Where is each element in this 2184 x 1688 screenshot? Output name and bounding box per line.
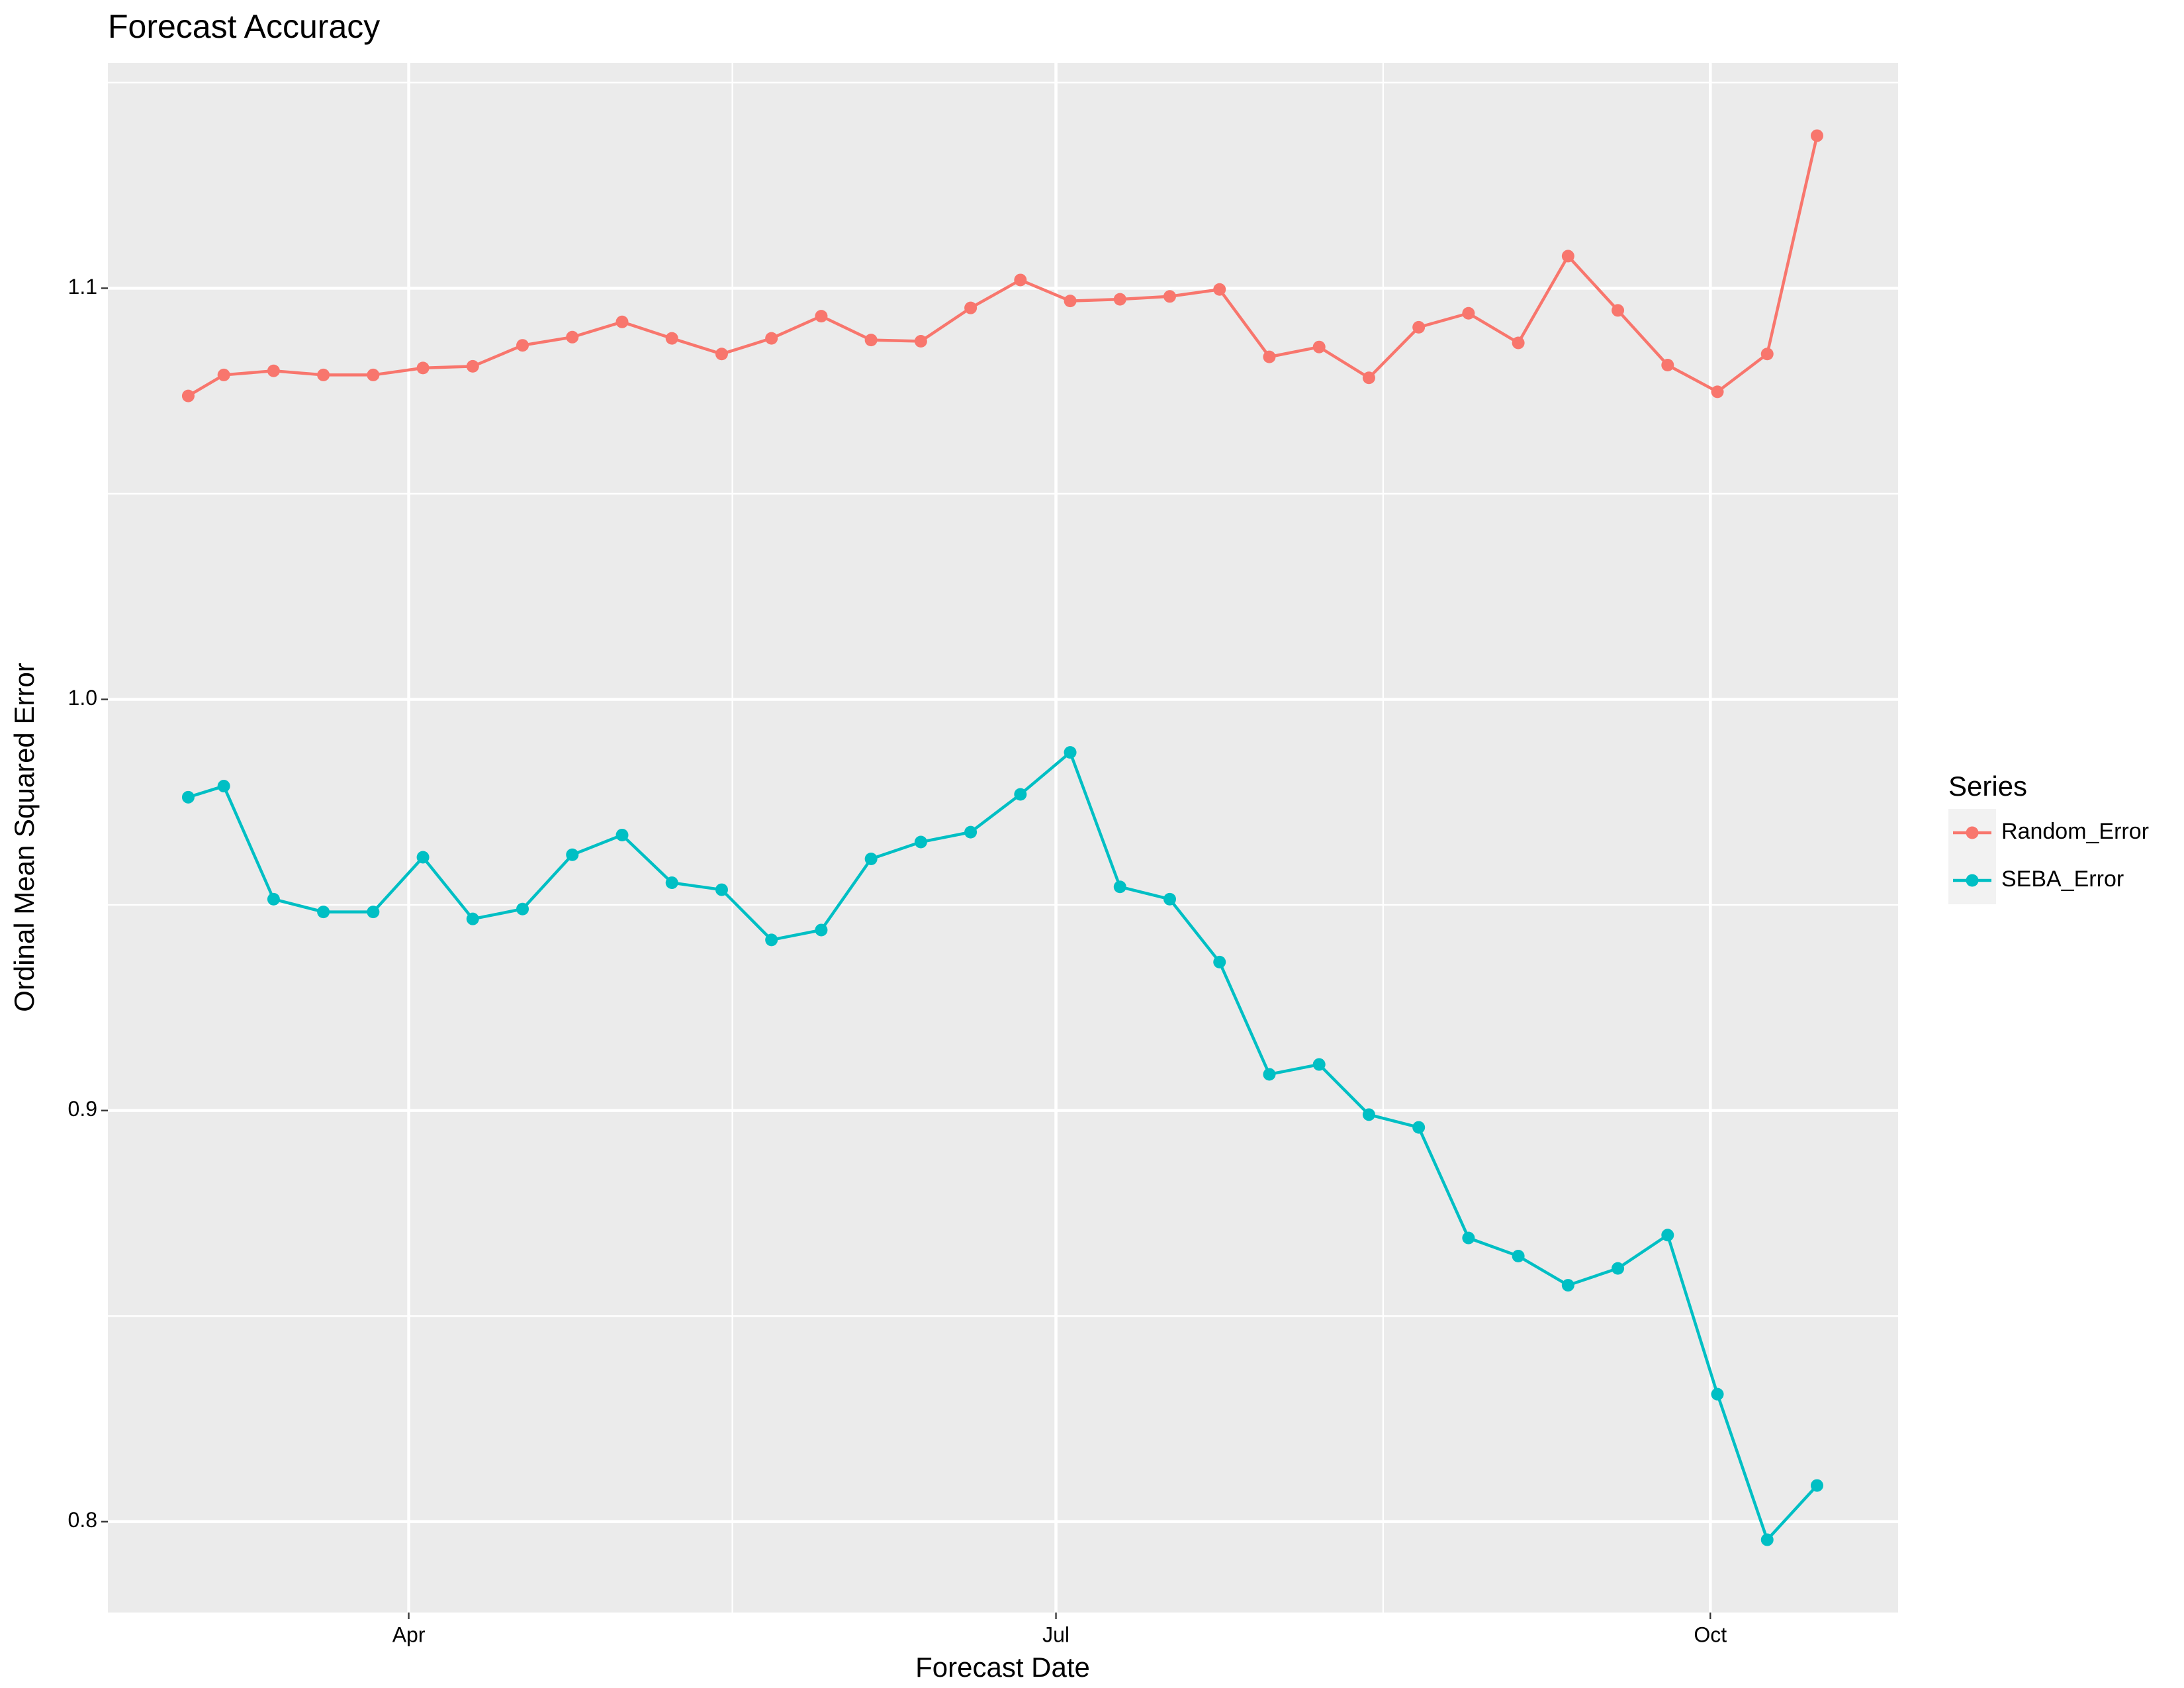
- data-point: [1661, 359, 1674, 372]
- data-point: [516, 902, 529, 915]
- data-point: [1213, 955, 1226, 968]
- y-tick-label: 0.8: [68, 1508, 97, 1532]
- data-point: [1561, 250, 1574, 263]
- data-point: [964, 301, 978, 314]
- data-point: [416, 851, 430, 864]
- data-point: [1014, 788, 1027, 801]
- data-point: [615, 828, 629, 841]
- data-point: [1810, 129, 1823, 142]
- data-point: [1263, 1068, 1276, 1081]
- legend-label: Random_Error: [2001, 819, 2149, 844]
- data-point: [267, 364, 280, 377]
- data-point: [1362, 371, 1375, 385]
- y-tick-label: 1.0: [68, 686, 97, 710]
- legend-title: Series: [1948, 771, 2027, 802]
- data-point: [1711, 1387, 1724, 1401]
- x-axis-label: Forecast Date: [915, 1652, 1090, 1683]
- data-point: [765, 933, 778, 947]
- data-point: [1412, 1121, 1426, 1134]
- data-point: [1760, 348, 1774, 361]
- data-point: [466, 359, 479, 373]
- data-point: [181, 389, 195, 402]
- legend-label: SEBA_Error: [2001, 867, 2124, 892]
- data-point: [466, 912, 479, 925]
- data-point: [217, 368, 230, 381]
- data-point: [964, 825, 978, 839]
- data-point: [516, 339, 529, 352]
- legend-point: [1966, 874, 1979, 887]
- data-point: [566, 848, 579, 861]
- data-point: [1810, 1479, 1823, 1492]
- data-point: [864, 334, 878, 347]
- data-point: [1163, 892, 1177, 906]
- legend-point: [1966, 826, 1979, 839]
- data-point: [1362, 1108, 1375, 1121]
- data-point: [715, 348, 728, 361]
- data-point: [615, 315, 629, 328]
- data-point: [1064, 746, 1077, 759]
- data-point: [1512, 1249, 1525, 1262]
- data-point: [765, 332, 778, 345]
- plot-panel: [108, 63, 1898, 1613]
- data-point: [317, 906, 330, 919]
- data-point: [1462, 1231, 1475, 1244]
- data-point: [1612, 1262, 1625, 1275]
- data-point: [1113, 293, 1126, 306]
- data-point: [914, 334, 927, 348]
- data-point: [1014, 273, 1027, 287]
- data-point: [267, 892, 280, 906]
- data-point: [1263, 350, 1276, 363]
- data-point: [367, 906, 380, 919]
- data-point: [715, 883, 728, 896]
- series-line: [187, 749, 1819, 1543]
- data-point: [1711, 385, 1724, 399]
- data-point: [665, 876, 678, 890]
- data-point: [1462, 306, 1475, 320]
- data-point: [815, 310, 828, 323]
- data-point: [1163, 290, 1177, 303]
- data-point: [416, 361, 430, 375]
- y-tick-label: 1.1: [68, 275, 97, 299]
- data-point: [181, 790, 195, 804]
- data-point: [217, 780, 230, 793]
- x-tick-label: Oct: [1694, 1622, 1727, 1646]
- x-tick-label: Apr: [392, 1622, 426, 1646]
- data-point: [815, 923, 828, 937]
- data-point: [1312, 1058, 1326, 1071]
- x-tick-label: Jul: [1042, 1622, 1069, 1646]
- data-point: [566, 330, 579, 344]
- data-point: [1661, 1229, 1674, 1242]
- data-point: [914, 835, 927, 849]
- data-point: [864, 852, 878, 865]
- data-point: [1312, 340, 1326, 353]
- data-point: [1064, 295, 1077, 308]
- data-point: [1612, 304, 1625, 317]
- data-point: [1512, 336, 1525, 350]
- data-point: [317, 368, 330, 381]
- data-point: [367, 368, 380, 381]
- chart-title: Forecast Accuracy: [108, 8, 380, 45]
- y-tick-label: 0.9: [68, 1097, 97, 1121]
- data-point: [1113, 880, 1126, 894]
- data-point: [1561, 1279, 1574, 1292]
- y-axis-label: Ordinal Mean Squared Error: [9, 663, 40, 1012]
- data-point: [1213, 283, 1226, 296]
- series-line: [187, 135, 1819, 398]
- data-point: [1412, 320, 1426, 334]
- data-point: [1760, 1533, 1774, 1546]
- data-point: [665, 332, 678, 345]
